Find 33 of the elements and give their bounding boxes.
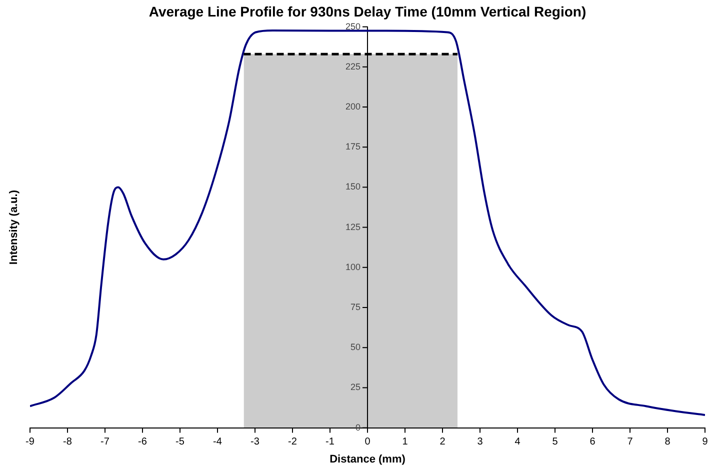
line-series <box>30 29 705 416</box>
x-tick-label: 2 <box>440 436 446 448</box>
y-tick-label: 150 <box>345 182 360 192</box>
y-tick-label: 225 <box>345 61 360 72</box>
x-tick-label: -7 <box>100 436 110 448</box>
y-tick-label: 125 <box>345 222 360 232</box>
chart-title: Average Line Profile for 930ns Delay Time (10mm Vertical Region) <box>148 3 586 20</box>
x-tick-label: -5 <box>176 436 185 448</box>
x-tick-label: 3 <box>477 436 484 448</box>
x-tick-label: -3 <box>250 436 260 448</box>
x-tick-label: -6 <box>138 436 148 448</box>
y-tick-label: 25 <box>350 382 360 392</box>
y-axis-title: Intensity (a.u.) <box>8 190 20 265</box>
x-tick-label: 7 <box>627 436 634 448</box>
x-tick-label: 0 <box>364 436 371 448</box>
y-tick-label: 200 <box>345 101 360 112</box>
x-tick-label: -8 <box>63 436 72 448</box>
y-tick-label: 75 <box>350 302 360 312</box>
x-tick-label: 4 <box>514 436 521 448</box>
y-tick-label: 175 <box>345 142 360 152</box>
x-tick-label: -2 <box>288 436 298 448</box>
x-tick-label: -1 <box>326 436 335 448</box>
x-tick-label: 8 <box>664 436 671 448</box>
x-tick-label: 6 <box>590 436 596 448</box>
y-tick-label: 100 <box>345 262 360 272</box>
x-tick-label: 9 <box>702 436 708 448</box>
x-axis-title: Distance (mm) <box>330 453 406 466</box>
x-tick-label: -9 <box>26 436 35 448</box>
y-tick-label: 250 <box>345 21 360 32</box>
x-tick-label: 5 <box>552 436 558 448</box>
x-tick-label: 1 <box>402 436 408 448</box>
y-tick-label: 50 <box>350 342 360 352</box>
x-tick-label: -4 <box>213 436 222 448</box>
